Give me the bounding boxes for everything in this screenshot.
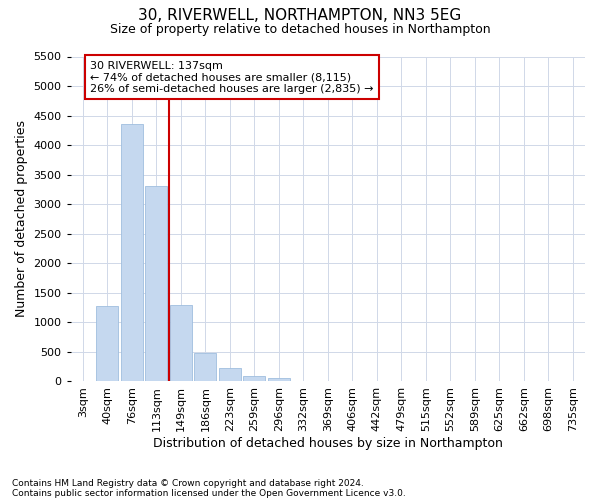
Text: Contains HM Land Registry data © Crown copyright and database right 2024.: Contains HM Land Registry data © Crown c… — [12, 478, 364, 488]
Text: 30 RIVERWELL: 137sqm
← 74% of detached houses are smaller (8,115)
26% of semi-de: 30 RIVERWELL: 137sqm ← 74% of detached h… — [91, 60, 374, 94]
X-axis label: Distribution of detached houses by size in Northampton: Distribution of detached houses by size … — [153, 437, 503, 450]
Bar — [97, 306, 118, 382]
Bar — [121, 124, 143, 382]
Bar — [145, 186, 167, 382]
Text: Contains public sector information licensed under the Open Government Licence v3: Contains public sector information licen… — [12, 488, 406, 498]
Text: 30, RIVERWELL, NORTHAMPTON, NN3 5EG: 30, RIVERWELL, NORTHAMPTON, NN3 5EG — [139, 8, 461, 22]
Text: Size of property relative to detached houses in Northampton: Size of property relative to detached ho… — [110, 22, 490, 36]
Bar — [244, 376, 265, 382]
Bar — [170, 305, 192, 382]
Bar — [219, 368, 241, 382]
Bar — [268, 378, 290, 382]
Bar — [194, 353, 217, 382]
Y-axis label: Number of detached properties: Number of detached properties — [15, 120, 28, 318]
